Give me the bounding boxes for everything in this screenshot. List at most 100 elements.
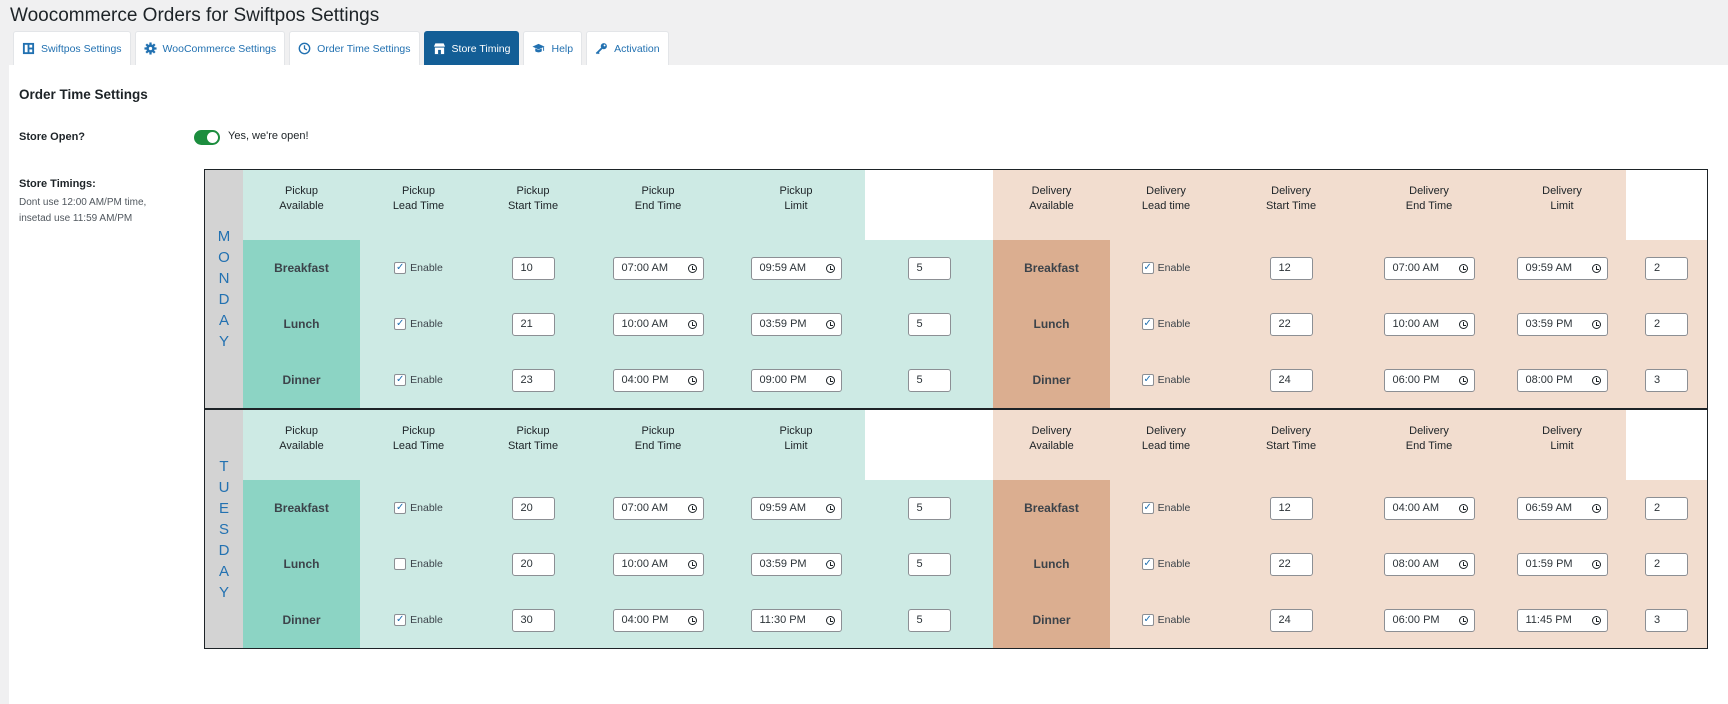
clock-icon[interactable] [1458,615,1468,625]
checkbox-box[interactable] [394,558,407,570]
pickup-lead-time-input[interactable]: 20 [511,552,555,576]
delivery-start-time-input[interactable]: 04:00 AM [1383,496,1475,520]
pickup-lead-time-input[interactable]: 20 [511,496,555,520]
pickup-limit-input[interactable]: 5 [907,368,951,392]
checkbox-box[interactable]: ✓ [1141,558,1154,570]
delivery-end-time-input[interactable]: 01:59 PM [1516,552,1608,576]
pickup-end-time-input[interactable]: 09:59 AM [750,256,842,280]
delivery-limit-input[interactable]: 3 [1645,608,1688,632]
delivery-limit-input[interactable]: 2 [1645,552,1688,576]
enable-checkbox[interactable]: ✓ Enable [1141,614,1190,626]
clock-icon[interactable] [1591,503,1601,513]
enable-checkbox[interactable]: ✓ Enable [394,614,443,626]
tab-help[interactable]: Help [523,31,583,65]
clock-icon[interactable] [1591,615,1601,625]
clock-icon[interactable] [687,319,697,329]
clock-icon[interactable] [825,319,835,329]
delivery-end-time-input[interactable]: 09:59 AM [1516,256,1608,280]
checkbox-box[interactable]: ✓ [394,614,407,626]
clock-icon[interactable] [1591,375,1601,385]
pickup-start-time-input[interactable]: 10:00 AM [612,312,704,336]
checkbox-box[interactable]: ✓ [394,502,407,514]
clock-icon[interactable] [1458,319,1468,329]
delivery-lead-time-input[interactable]: 12 [1269,256,1313,280]
enable-checkbox[interactable]: ✓ Enable [1141,374,1190,386]
clock-icon[interactable] [1458,559,1468,569]
enable-checkbox[interactable]: ✓ Enable [1141,558,1190,570]
enable-checkbox[interactable]: ✓ Enable [1141,318,1190,330]
clock-icon[interactable] [825,559,835,569]
delivery-start-time-input[interactable]: 06:00 PM [1383,608,1475,632]
pickup-end-time-input[interactable]: 11:30 PM [750,608,842,632]
clock-icon[interactable] [1458,375,1468,385]
pickup-lead-time-input[interactable]: 21 [511,312,555,336]
delivery-end-time-input[interactable]: 03:59 PM [1516,312,1608,336]
clock-icon[interactable] [687,375,697,385]
delivery-end-time-input[interactable]: 08:00 PM [1516,368,1608,392]
pickup-limit-input[interactable]: 5 [907,312,951,336]
enable-checkbox[interactable]: ✓ Enable [394,318,443,330]
pickup-limit-input[interactable]: 5 [907,552,951,576]
enable-checkbox[interactable]: ✓ Enable [394,262,443,274]
pickup-lead-time-input[interactable]: 23 [511,368,555,392]
delivery-limit-input[interactable]: 3 [1645,368,1688,392]
delivery-lead-time-input[interactable]: 24 [1269,368,1313,392]
clock-icon[interactable] [825,263,835,273]
clock-icon[interactable] [687,559,697,569]
pickup-end-time-input[interactable]: 03:59 PM [750,552,842,576]
delivery-lead-time-input[interactable]: 24 [1269,608,1313,632]
clock-icon[interactable] [825,375,835,385]
checkbox-box[interactable]: ✓ [1141,318,1154,330]
delivery-limit-input[interactable]: 2 [1645,496,1688,520]
clock-icon[interactable] [1591,319,1601,329]
clock-icon[interactable] [825,615,835,625]
clock-icon[interactable] [687,263,697,273]
checkbox-box[interactable]: ✓ [1141,614,1154,626]
tab-activation[interactable]: Activation [586,31,669,65]
checkbox-box[interactable]: ✓ [1141,502,1154,514]
pickup-start-time-input[interactable]: 10:00 AM [612,552,704,576]
delivery-start-time-input[interactable]: 08:00 AM [1383,552,1475,576]
pickup-lead-time-input[interactable]: 10 [511,256,555,280]
delivery-lead-time-input[interactable]: 22 [1269,552,1313,576]
checkbox-box[interactable]: ✓ [394,318,407,330]
delivery-start-time-input[interactable]: 07:00 AM [1383,256,1475,280]
delivery-lead-time-input[interactable]: 12 [1269,496,1313,520]
enable-checkbox[interactable]: ✓ Enable [1141,502,1190,514]
delivery-limit-input[interactable]: 2 [1645,256,1688,280]
tab-order-time-settings[interactable]: Order Time Settings [289,31,420,65]
delivery-end-time-input[interactable]: 06:59 AM [1516,496,1608,520]
enable-checkbox[interactable]: ✓ Enable [1141,262,1190,274]
tab-woocommerce-settings[interactable]: WooCommerce Settings [134,31,286,65]
delivery-end-time-input[interactable]: 11:45 PM [1516,608,1608,632]
pickup-limit-input[interactable]: 5 [907,496,951,520]
pickup-end-time-input[interactable]: 03:59 PM [750,312,842,336]
delivery-limit-input[interactable]: 2 [1645,312,1688,336]
clock-icon[interactable] [687,615,697,625]
clock-icon[interactable] [1458,263,1468,273]
pickup-start-time-input[interactable]: 04:00 PM [612,368,704,392]
clock-icon[interactable] [1458,503,1468,513]
pickup-lead-time-input[interactable]: 30 [511,608,555,632]
checkbox-box[interactable]: ✓ [394,374,407,386]
checkbox-box[interactable]: ✓ [394,262,407,274]
clock-icon[interactable] [1591,559,1601,569]
pickup-start-time-input[interactable]: 07:00 AM [612,256,704,280]
pickup-end-time-input[interactable]: 09:00 PM [750,368,842,392]
checkbox-box[interactable]: ✓ [1141,262,1154,274]
clock-icon[interactable] [825,503,835,513]
delivery-lead-time-input[interactable]: 22 [1269,312,1313,336]
tab-store-timing[interactable]: Store Timing [423,31,520,65]
store-open-toggle[interactable] [194,130,220,145]
delivery-start-time-input[interactable]: 10:00 AM [1383,312,1475,336]
checkbox-box[interactable]: ✓ [1141,374,1154,386]
clock-icon[interactable] [1591,263,1601,273]
pickup-limit-input[interactable]: 5 [907,608,951,632]
enable-checkbox[interactable]: Enable [394,558,443,570]
pickup-start-time-input[interactable]: 04:00 PM [612,608,704,632]
pickup-start-time-input[interactable]: 07:00 AM [612,496,704,520]
pickup-end-time-input[interactable]: 09:59 AM [750,496,842,520]
clock-icon[interactable] [687,503,697,513]
tab-swiftpos-settings[interactable]: Swiftpos Settings [13,31,131,65]
pickup-limit-input[interactable]: 5 [907,256,951,280]
